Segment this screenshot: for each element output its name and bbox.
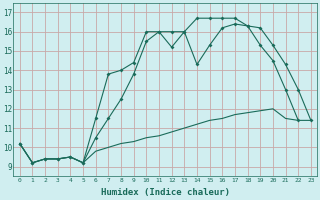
- X-axis label: Humidex (Indice chaleur): Humidex (Indice chaleur): [101, 188, 230, 197]
